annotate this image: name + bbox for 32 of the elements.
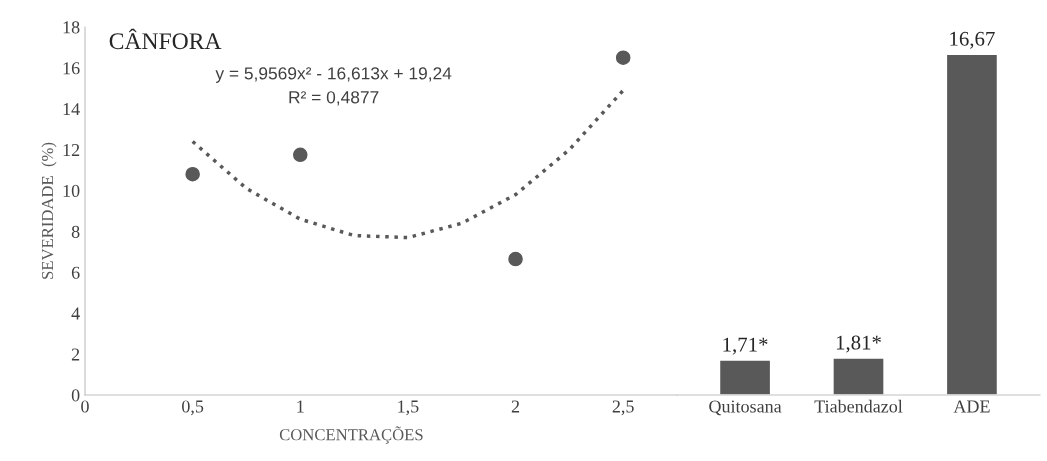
- x-tick-label: Tiabendazol: [814, 399, 903, 413]
- x-tick-label: ADE: [953, 400, 990, 413]
- y-tick-label: 4: [71, 307, 80, 320]
- x-axis-title: CONCENTRAÇÕES: [279, 426, 423, 444]
- y-tick-label: 6: [71, 266, 80, 279]
- y-tick-label: 16: [63, 62, 80, 75]
- y-tick-label: 2: [71, 348, 80, 361]
- y-tick-label: 8: [71, 225, 80, 238]
- point: [615, 50, 631, 65]
- x-tick-label: 2,5: [612, 400, 634, 416]
- annotation: y = 5,9569x² - 16,613x + 19,24: [215, 67, 452, 83]
- annotation: R² = 0,4877: [289, 91, 379, 106]
- chart-title: CÂNFORA: [109, 28, 222, 50]
- x-tick-label: 1,5: [398, 400, 419, 416]
- point: [292, 147, 308, 163]
- data-label: 1,81*: [836, 335, 881, 353]
- x-tick-label: 1: [297, 400, 304, 413]
- y-tick-label: 12: [63, 143, 80, 156]
- y-tick-label: 0: [71, 389, 80, 402]
- data-label: 16,67: [950, 31, 995, 49]
- line-series: [190, 88, 625, 240]
- x-tick-label: 0: [81, 400, 89, 413]
- y-axis-title: SEVERIDADE (%): [41, 142, 57, 279]
- x-tick-label: 2: [511, 400, 520, 413]
- x-tick-label: Quitosana: [709, 400, 782, 416]
- point: [185, 166, 200, 182]
- y-tick-label: 10: [63, 184, 80, 197]
- data-label: 1,71*: [723, 337, 768, 355]
- point: [508, 251, 523, 267]
- y-tick-label: 14: [63, 103, 80, 116]
- x-tick-label: 0,5: [182, 400, 204, 416]
- y-tick-label: 18: [63, 21, 80, 34]
